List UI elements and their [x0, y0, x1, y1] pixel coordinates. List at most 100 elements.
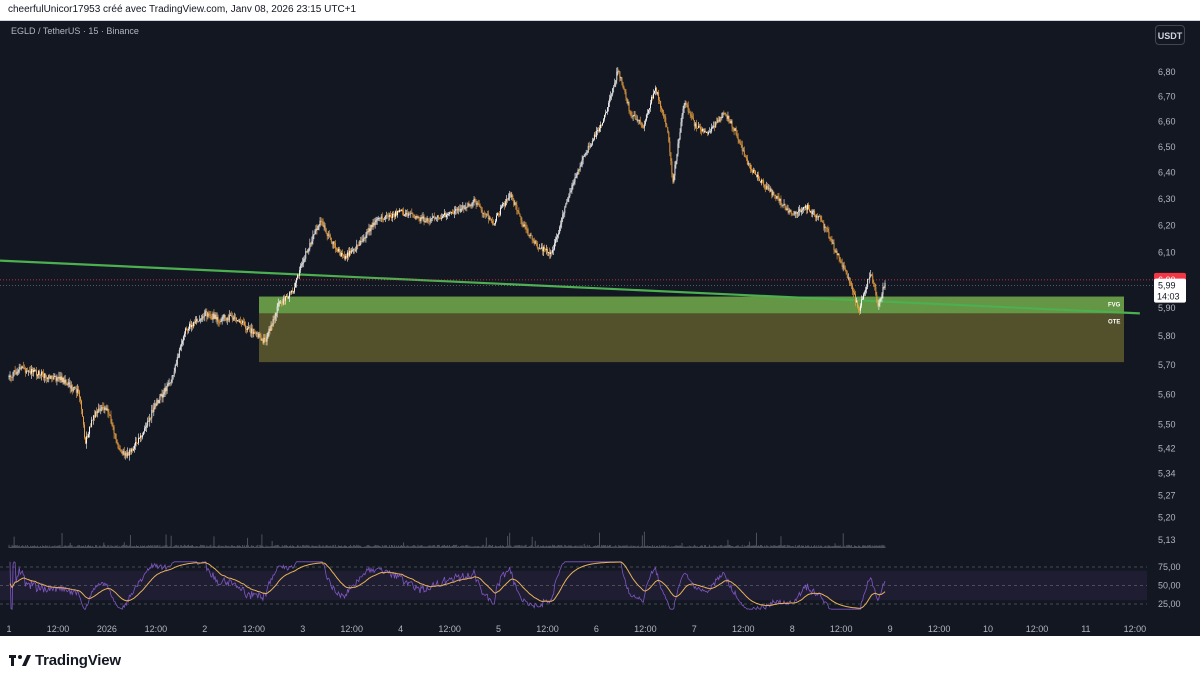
- volume-bar: [824, 545, 826, 548]
- candle-body: [819, 216, 821, 217]
- volume-bar: [179, 545, 181, 548]
- volume-bar: [560, 545, 562, 548]
- candle-body: [685, 102, 687, 105]
- volume-bar: [258, 546, 260, 548]
- candle-body: [26, 370, 28, 372]
- candle-body: [235, 317, 237, 321]
- candle-body: [77, 389, 79, 392]
- candle-body: [687, 105, 689, 112]
- candle-body: [218, 321, 220, 323]
- candle-body: [10, 375, 12, 378]
- volume-bar: [562, 546, 564, 548]
- candle-body: [350, 250, 352, 253]
- volume-bar: [800, 545, 802, 548]
- volume-bar: [458, 545, 460, 548]
- candle-body: [723, 112, 725, 114]
- candle-body: [332, 241, 334, 245]
- volume-bar: [372, 546, 374, 548]
- volume-bar: [633, 546, 635, 548]
- volume-bar: [753, 545, 754, 548]
- volume-bar: [473, 546, 475, 548]
- volume-bar: [345, 545, 346, 548]
- candle-body: [676, 154, 678, 162]
- candle-body: [769, 188, 771, 192]
- volume-bar: [435, 546, 437, 548]
- volume-bar: [884, 546, 886, 548]
- candle-body: [71, 385, 73, 391]
- volume-bar: [493, 546, 494, 548]
- volume-bar: [277, 544, 279, 548]
- volume-bar: [184, 544, 185, 548]
- candle-body: [82, 416, 84, 425]
- candle-body: [603, 119, 604, 123]
- candle-body: [630, 111, 632, 116]
- volume-bar: [882, 545, 884, 548]
- volume-bar: [205, 546, 207, 548]
- volume-bar: [541, 545, 543, 548]
- candle-body: [613, 86, 615, 89]
- candle-body: [63, 377, 65, 384]
- candle-body: [759, 178, 761, 181]
- volume-bar: [322, 545, 324, 548]
- candle-body: [607, 107, 609, 112]
- candle-body: [682, 108, 684, 116]
- candle-body: [788, 211, 790, 213]
- volume-bar: [264, 546, 266, 548]
- candle-body: [53, 376, 55, 380]
- candle-body: [540, 247, 542, 249]
- candle-body: [842, 265, 844, 267]
- candle-body: [854, 294, 856, 303]
- candle-body: [452, 212, 454, 214]
- candle-body: [828, 231, 830, 239]
- candle-body: [653, 93, 654, 99]
- volume-bar: [851, 546, 853, 548]
- volume-bar: [419, 545, 421, 548]
- volume-bar: [203, 545, 205, 548]
- candle-body: [312, 235, 314, 242]
- candle-body: [466, 206, 468, 208]
- volume-bar: [30, 545, 31, 548]
- candle-body: [380, 216, 382, 219]
- volume-bar: [624, 545, 626, 548]
- volume-bar: [440, 546, 442, 548]
- volume-bar: [152, 545, 154, 548]
- candle-body: [627, 102, 629, 104]
- candle-body: [710, 131, 712, 133]
- volume-bar: [616, 546, 618, 548]
- volume-bar: [432, 545, 434, 548]
- candle-body: [500, 207, 501, 215]
- candle-body: [239, 320, 240, 322]
- candle-body: [679, 132, 681, 140]
- candle-body: [742, 150, 744, 152]
- chart-area[interactable]: FVG OTE 6,80 6,70 6,60 6,50 6,40 6,30 6,20 6,10 5,…: [0, 21, 1200, 636]
- volume-bar: [199, 546, 201, 548]
- candle-body: [805, 205, 806, 208]
- volume-bar: [276, 544, 278, 548]
- candle-body: [491, 221, 493, 224]
- volume-bar: [870, 545, 872, 548]
- candle-body: [617, 70, 619, 72]
- volume-bar: [410, 546, 412, 548]
- candle-body: [160, 394, 162, 397]
- candle-body: [189, 323, 190, 329]
- volume-bar: [75, 546, 77, 548]
- volume-bar: [450, 546, 451, 548]
- volume-bar: [248, 545, 250, 548]
- volume-bar: [822, 546, 824, 548]
- volume-bar: [217, 545, 219, 548]
- volume-bar: [715, 545, 717, 548]
- price-chart-svg[interactable]: FVGOTE6,806,706,606,506,406,306,206,105,…: [0, 21, 1200, 636]
- volume-bar: [443, 545, 444, 548]
- volume-bar: [279, 546, 281, 548]
- volume-bar: [685, 546, 687, 548]
- volume-bar: [747, 545, 749, 548]
- volume-bar: [515, 545, 517, 548]
- volume-bar: [126, 545, 128, 548]
- candle-body: [384, 215, 386, 220]
- currency-button[interactable]: USDT: [1155, 25, 1185, 45]
- candle-body: [780, 198, 782, 205]
- volume-bar: [680, 545, 682, 548]
- candle-body: [761, 180, 763, 183]
- volume-bar: [734, 546, 736, 548]
- volume-bar: [626, 544, 628, 548]
